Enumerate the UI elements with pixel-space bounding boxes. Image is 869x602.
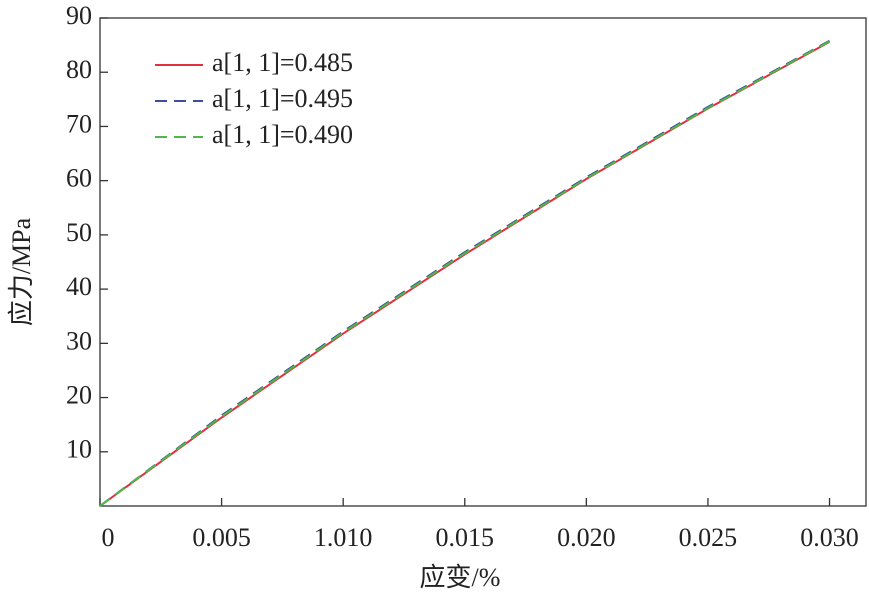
series-line — [99, 40, 831, 507]
legend-label: a[1, 1]=0.490 — [212, 120, 353, 149]
y-tick-label: 40 — [66, 272, 92, 301]
x-tick-label: 0 — [102, 523, 115, 552]
y-tick-label: 90 — [66, 1, 92, 30]
x-axis-label: 应变/% — [420, 563, 501, 592]
y-tick-label: 20 — [66, 381, 92, 410]
y-tick-label: 70 — [66, 109, 92, 138]
series-line — [99, 40, 831, 507]
y-tick-label: 60 — [66, 164, 92, 193]
y-tick-label: 50 — [66, 218, 92, 247]
legend-label: a[1, 1]=0.495 — [212, 84, 353, 113]
y-axis-label: 应力/MPa — [7, 217, 36, 326]
legend-label: a[1, 1]=0.485 — [212, 48, 353, 77]
x-tick-label: 0.020 — [557, 523, 616, 552]
x-tick-label: 1.010 — [314, 523, 373, 552]
series-line — [99, 39, 831, 507]
x-tick-label: 0.030 — [800, 523, 859, 552]
y-tick-label: 80 — [66, 55, 92, 84]
y-tick-label: 30 — [66, 326, 92, 355]
y-tick-label: 10 — [66, 435, 92, 464]
x-tick-label: 0.015 — [436, 523, 495, 552]
x-tick-label: 0.025 — [679, 523, 738, 552]
plot-frame — [99, 17, 867, 507]
x-tick-label: 0.005 — [192, 523, 251, 552]
